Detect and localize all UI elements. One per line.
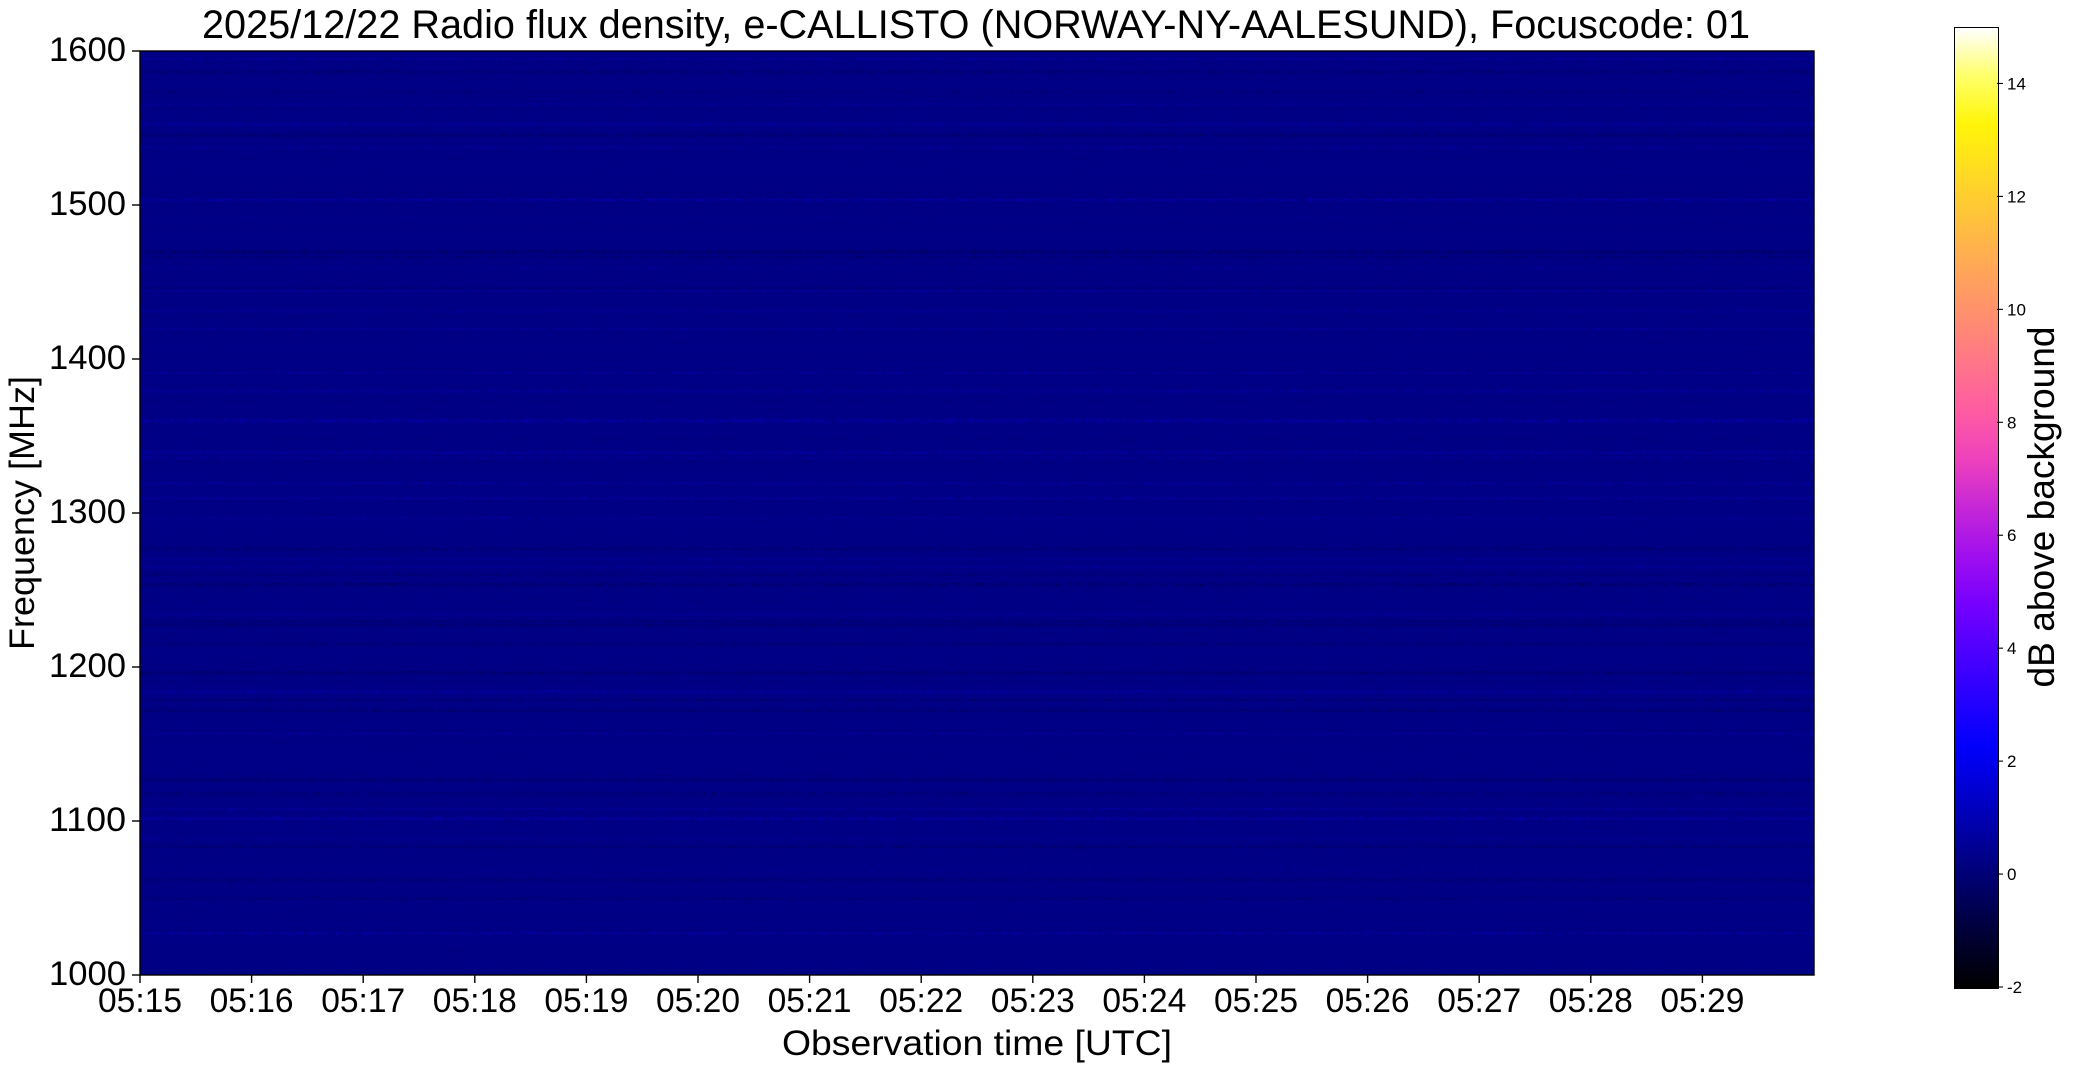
svg-text:12: 12 <box>2007 187 2026 206</box>
svg-text:Observation time [UTC]: Observation time [UTC] <box>782 1024 1172 1063</box>
svg-text:0: 0 <box>2007 865 2016 884</box>
svg-text:05:17: 05:17 <box>321 982 405 1020</box>
svg-text:05:15: 05:15 <box>98 982 182 1020</box>
svg-text:1500: 1500 <box>49 185 126 223</box>
svg-text:1600: 1600 <box>49 31 126 69</box>
svg-text:05:21: 05:21 <box>768 982 852 1020</box>
svg-text:6: 6 <box>2007 526 2016 545</box>
svg-text:05:29: 05:29 <box>1660 982 1744 1020</box>
svg-text:-2: -2 <box>2007 978 2022 997</box>
svg-text:05:16: 05:16 <box>210 982 294 1020</box>
svg-text:05:23: 05:23 <box>991 982 1075 1020</box>
svg-text:05:24: 05:24 <box>1102 982 1186 1020</box>
svg-text:4: 4 <box>2007 639 2016 658</box>
svg-text:Frequency [MHz]: Frequency [MHz] <box>3 376 42 650</box>
svg-text:8: 8 <box>2007 413 2016 432</box>
svg-text:05:19: 05:19 <box>544 982 628 1020</box>
svg-text:05:22: 05:22 <box>879 982 963 1020</box>
svg-text:10: 10 <box>2007 300 2026 319</box>
svg-text:05:26: 05:26 <box>1326 982 1410 1020</box>
svg-text:1300: 1300 <box>49 493 126 531</box>
svg-text:1000: 1000 <box>49 955 126 993</box>
svg-text:1200: 1200 <box>49 647 126 685</box>
svg-text:05:25: 05:25 <box>1214 982 1298 1020</box>
svg-text:2025/12/22 Radio flux density: 2025/12/22 Radio flux density, e-CALLIST… <box>202 3 1750 47</box>
svg-text:2: 2 <box>2007 752 2016 771</box>
svg-text:1100: 1100 <box>49 801 126 839</box>
svg-text:05:18: 05:18 <box>433 982 517 1020</box>
svg-text:1400: 1400 <box>49 339 126 377</box>
svg-text:14: 14 <box>2007 74 2026 93</box>
svg-text:05:27: 05:27 <box>1437 982 1521 1020</box>
svg-text:dB above background: dB above background <box>2021 327 2062 688</box>
svg-text:05:20: 05:20 <box>656 982 740 1020</box>
svg-text:05:28: 05:28 <box>1549 982 1633 1020</box>
